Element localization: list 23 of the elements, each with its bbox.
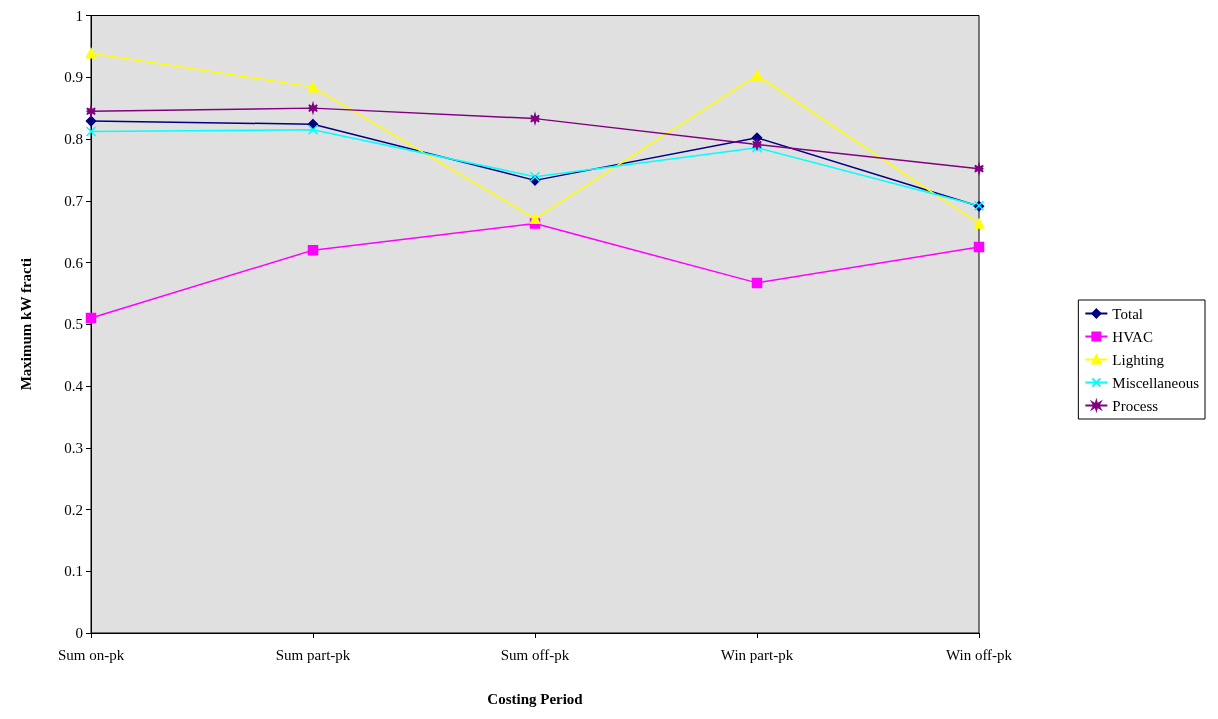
y-tick-label: 0.9 [64,69,83,86]
legend-label: HVAC [1112,328,1153,345]
legend-label: Lighting [1112,351,1165,368]
x-tick-label: Win part-pk [720,646,794,663]
y-tick-label: 0.8 [64,131,83,147]
legend-label: Total [1112,305,1143,322]
y-tick-label: 0 [75,625,83,641]
y-tick-label: 1 [75,7,83,24]
y-tick-label: 0.6 [64,254,84,271]
y-tick-label: 0.4 [64,378,84,394]
legend-label: Miscellaneous [1112,374,1200,391]
y-tick-label: 0.2 [64,501,83,518]
y-tick-label: 0.1 [64,563,83,580]
x-tick-label: Sum part-pk [275,646,351,663]
y-axis-title: Maximum kW fracti [17,258,34,391]
x-tick-label: Sum on-pk [57,646,125,663]
x-tick-label: Sum off-pk [500,646,570,663]
y-tick-label: 0.7 [64,192,84,209]
legend-label: Process [1112,397,1159,414]
x-tick-label: Win off-pk [945,646,1013,663]
x-axis-title: Costing Period [487,690,584,707]
y-tick-label: 0.3 [64,439,83,456]
y-tick-label: 0.5 [64,316,83,333]
